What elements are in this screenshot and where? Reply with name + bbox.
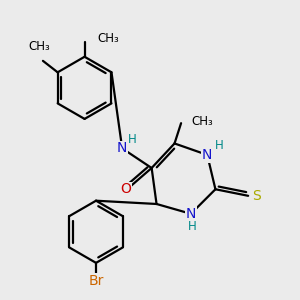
Text: S: S (252, 189, 261, 203)
Text: H: H (188, 220, 197, 233)
Text: Br: Br (88, 274, 104, 287)
Text: H: H (215, 139, 224, 152)
Text: CH₃: CH₃ (28, 40, 50, 53)
Text: N: N (202, 148, 212, 162)
Text: H: H (128, 133, 137, 146)
Text: N: N (186, 207, 196, 221)
Text: CH₃: CH₃ (191, 115, 213, 128)
Text: O: O (120, 182, 131, 196)
Text: CH₃: CH₃ (97, 32, 119, 45)
Text: N: N (117, 141, 128, 155)
